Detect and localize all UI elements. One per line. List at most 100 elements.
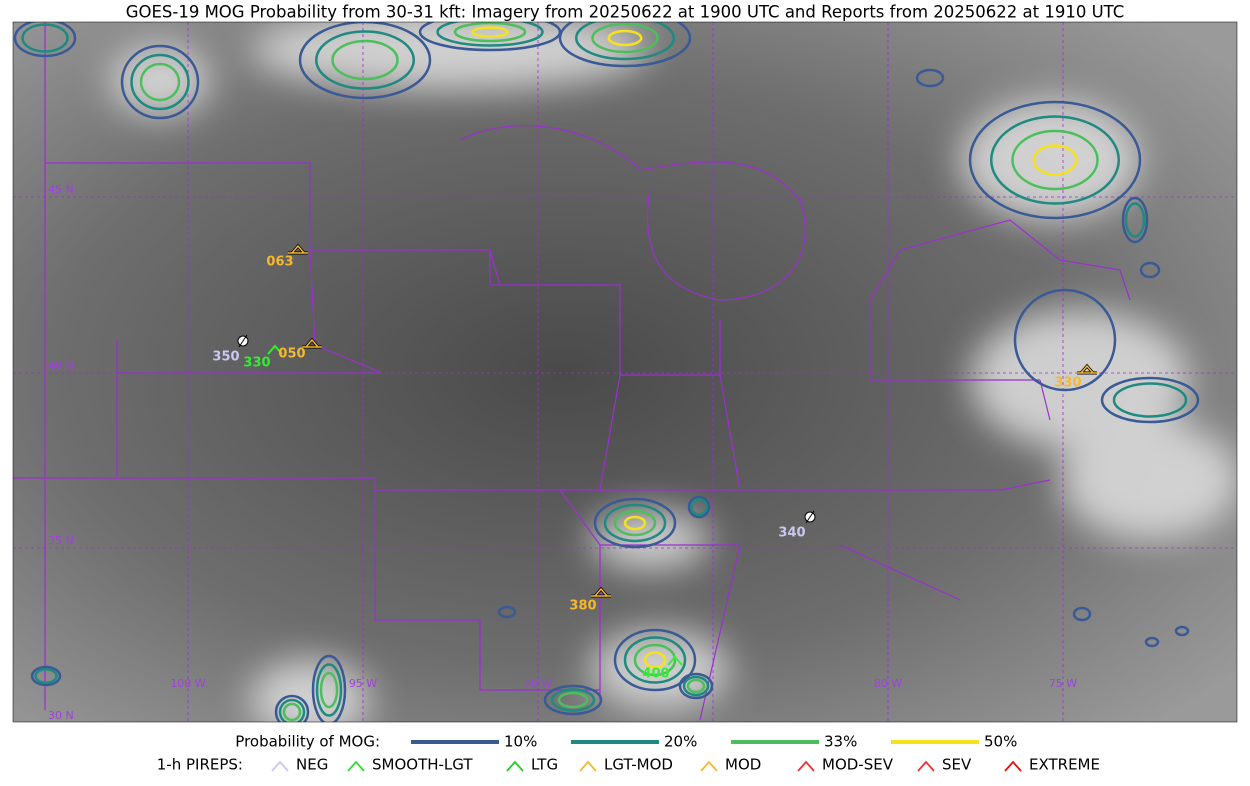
contour: [1100, 376, 1200, 424]
legend-symbol: [579, 760, 597, 772]
report-label: 340: [778, 526, 805, 541]
graticule: [13, 22, 1237, 722]
contour: [315, 30, 415, 90]
lon-label: 05 W: [0, 677, 13, 690]
report-symbol: [667, 655, 683, 666]
legend-label: LGT-MOD: [604, 756, 673, 774]
contour: [682, 675, 710, 697]
probability-contours: [13, 22, 1200, 722]
contour: [34, 668, 58, 684]
legend-label: 33%: [824, 733, 857, 751]
legend-label: 50%: [984, 733, 1017, 751]
report-label: 400: [642, 667, 669, 682]
contour: [558, 22, 692, 68]
contour: [613, 628, 697, 692]
report-label: 050: [278, 347, 305, 362]
contour: [1174, 625, 1190, 637]
contour: [623, 515, 647, 531]
legend-label: 10%: [504, 733, 537, 751]
contour: [1121, 196, 1149, 244]
contour: [315, 663, 343, 717]
legend-title: 1-h PIREPS:: [157, 756, 243, 774]
report-label: 380: [569, 599, 596, 614]
contour: [319, 671, 339, 709]
report-symbol: [805, 510, 815, 524]
contour: [1112, 382, 1188, 418]
contour: [593, 497, 677, 549]
report-label: 330: [1054, 376, 1081, 391]
contour: [331, 39, 399, 81]
title: GOES-19 MOG Probability from 30-31 kft: …: [126, 3, 1125, 22]
contour: [678, 672, 714, 700]
legend-label: SMOOTH-LGT: [372, 756, 473, 774]
contour: [278, 698, 306, 722]
legend-label: NEG: [296, 756, 328, 774]
graticule-labels: 45 N 40 N 35 N 30 N 05 W 100 W 95 W 90 W 80 W 75 …: [0, 183, 1077, 722]
contour: [968, 100, 1142, 220]
legend-symbol: [797, 760, 815, 772]
report-symbol: [238, 334, 248, 348]
contour: [1011, 129, 1099, 191]
contour: [139, 62, 181, 102]
contour: [21, 23, 69, 53]
pirep-reports: 063 350 330 050 340 380 400 330: [212, 243, 1097, 682]
legend-label: SEV: [942, 756, 972, 774]
report-label: 063: [266, 255, 293, 270]
contour: [543, 684, 603, 716]
legend-label: EXTREME: [1029, 756, 1100, 774]
contour: [1032, 144, 1078, 176]
boundaries: [13, 22, 1131, 721]
contour: [1124, 202, 1146, 238]
contour: [298, 22, 432, 100]
contour: [274, 694, 310, 722]
contour: [550, 688, 596, 712]
report-symbol: [1077, 364, 1097, 374]
contour: [603, 503, 667, 543]
legend-title: Probability of MOG:: [235, 733, 380, 751]
contour: [633, 643, 677, 677]
contour: [497, 605, 517, 619]
lon-label: 95 W: [349, 677, 377, 690]
map-area: 45 N 40 N 35 N 30 N 05 W 100 W 95 W 90 W 80 W 75 …: [0, 22, 1237, 722]
legend-symbol: [1004, 760, 1022, 772]
lon-label: 80 W: [874, 677, 902, 690]
lon-label: 100 W: [170, 677, 205, 690]
contour: [686, 678, 706, 694]
contour: [30, 665, 62, 687]
contour: [591, 22, 659, 54]
contour: [130, 53, 190, 111]
report-label: 330: [243, 356, 270, 371]
lat-label: 45 N: [48, 183, 74, 196]
lon-label: 90 W: [524, 677, 552, 690]
contour: [623, 636, 687, 684]
legend-symbol: [506, 760, 524, 772]
contour: [13, 22, 77, 58]
legend-label: 20%: [664, 733, 697, 751]
legend-symbol: [347, 760, 365, 772]
contour: [607, 29, 643, 47]
contour: [613, 509, 657, 537]
legend-label: MOD: [725, 756, 761, 774]
report-symbol: [302, 338, 322, 348]
contour: [436, 22, 544, 47]
report-symbol: [288, 244, 308, 254]
contour: [1013, 288, 1117, 392]
contour: [120, 44, 200, 120]
legend: Probability of MOG: 10% 20% 33% 50% 1-h PIREP…: [157, 733, 1100, 774]
contour: [311, 654, 347, 722]
contour: [418, 22, 562, 52]
contour: [557, 691, 589, 709]
lat-label: 30 N: [48, 709, 74, 722]
contour: [1139, 261, 1161, 279]
contour: [453, 22, 527, 43]
report-symbol: [591, 587, 611, 597]
lat-label: 35 N: [48, 534, 74, 547]
legend-label: MOD-SEV: [822, 756, 894, 774]
contour: [575, 22, 675, 61]
legend-symbol: [700, 760, 718, 772]
contour: [690, 498, 708, 516]
contour: [1072, 606, 1092, 622]
report-label: 350: [212, 350, 239, 365]
contour: [1144, 636, 1160, 648]
